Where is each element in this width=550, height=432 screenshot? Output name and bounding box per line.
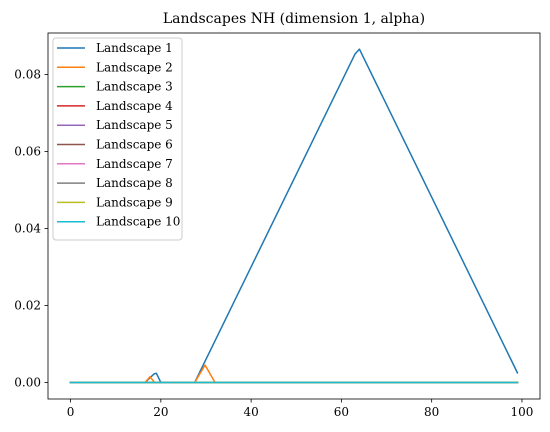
legend-label-7: Landscape 7 <box>96 157 173 171</box>
legend: Landscape 1 Landscape 2 Landscape 3 Landsca… <box>52 37 183 241</box>
x-tick-label: 100 <box>510 405 533 419</box>
y-tick-label: 0.02 <box>14 298 41 312</box>
legend-label-10: Landscape 10 <box>96 215 180 229</box>
legend-label-6: Landscape 6 <box>96 138 173 152</box>
y-tick-label: 0.04 <box>14 222 41 236</box>
x-tick-label: 20 <box>153 405 168 419</box>
series-layer <box>69 48 519 384</box>
legend-label-4: Landscape 4 <box>96 99 173 113</box>
legend-label-3: Landscape 3 <box>96 80 173 94</box>
x-tick-label: 80 <box>424 405 439 419</box>
legend-label-8: Landscape 8 <box>96 176 173 190</box>
x-axis: 0 20 40 60 80 100 <box>67 399 533 419</box>
legend-label-2: Landscape 2 <box>96 60 173 74</box>
legend-label-9: Landscape 9 <box>96 195 173 209</box>
y-tick-label: 0.06 <box>14 145 41 159</box>
y-tick-label: 0.00 <box>14 375 41 389</box>
legend-label-5: Landscape 5 <box>96 118 173 132</box>
y-axis: 0.00 0.02 0.04 0.06 0.08 <box>14 68 48 389</box>
plot-frame <box>47 32 541 400</box>
x-tick-label: 0 <box>67 405 75 419</box>
x-tick-label: 60 <box>334 405 349 419</box>
x-tick-label: 40 <box>243 405 258 419</box>
y-tick-label: 0.08 <box>14 68 41 82</box>
legend-box <box>52 37 183 241</box>
legend-label-1: Landscape 1 <box>96 41 173 55</box>
chart-title: Landscapes NH (dimension 1, alpha) <box>163 11 425 27</box>
